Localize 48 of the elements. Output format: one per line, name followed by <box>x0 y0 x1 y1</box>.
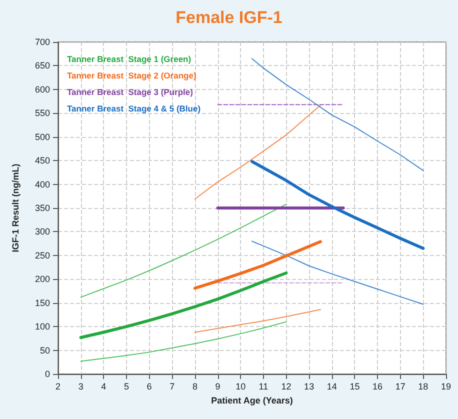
x-tick-label: 10 <box>236 382 246 392</box>
x-tick-label: 3 <box>78 382 84 392</box>
y-tick-label: 350 <box>34 203 50 213</box>
y-tick-label: 600 <box>34 84 50 94</box>
y-tick-label: 650 <box>34 60 50 71</box>
x-tick-label: 9 <box>215 382 220 392</box>
line-series <box>79 271 288 339</box>
text: Tanner Breast Stage 3 (Purple) <box>67 87 194 97</box>
x-tick-label: 4 <box>101 382 106 392</box>
x-axis-title: Patient Age (Years) <box>211 396 293 406</box>
x-tick-label: 6 <box>146 382 152 392</box>
y-tick-label: 100 <box>34 322 50 332</box>
y-tick-label: 700 <box>34 37 50 47</box>
x-tick-label: 13 <box>304 382 314 392</box>
x-tick-label: 18 <box>418 382 428 392</box>
text: Tanner Breast Stage 1 (Green) <box>67 54 192 64</box>
y-tick-label: 400 <box>34 179 50 190</box>
x-tick-label: 11 <box>258 382 268 392</box>
line-series <box>80 321 287 362</box>
x-tick-label: 17 <box>395 382 406 392</box>
x-tick-label: 5 <box>124 382 129 392</box>
chart-title: Female IGF-1 <box>176 8 282 27</box>
y-axis-title: IGF-1 Result (ng/mL) <box>10 164 20 252</box>
x-tick-label: 19 <box>440 382 452 392</box>
y-tick-label: 50 <box>40 345 50 356</box>
y-tick-label: 0 <box>44 369 50 379</box>
y-tick-label: 500 <box>34 132 50 142</box>
line-series <box>80 204 287 298</box>
line-series <box>252 240 424 305</box>
y-tick-label: 550 <box>34 108 50 118</box>
x-tick-label: 7 <box>170 382 175 392</box>
x-tick-label: 8 <box>192 382 198 392</box>
y-tick-label: 450 <box>34 156 50 166</box>
x-tick-label: 15 <box>350 382 360 392</box>
text: Tanner Breast Stage 4 & 5 (Blue) <box>67 104 201 114</box>
x-tick-label: 12 <box>281 382 292 392</box>
line-series <box>250 160 425 250</box>
y-tick-label: 200 <box>34 274 50 284</box>
x-tick-label: 14 <box>326 382 337 392</box>
x-tick-label: 2 <box>55 382 61 392</box>
y-tick-label: 300 <box>34 226 50 237</box>
text: Tanner Breast Stage 2 (Orange) <box>67 70 196 80</box>
line-series <box>252 58 424 172</box>
line-series <box>193 240 322 290</box>
y-tick-label: 250 <box>34 250 50 260</box>
x-tick-label: 16 <box>372 382 383 392</box>
line-series <box>194 308 321 333</box>
y-tick-label: 150 <box>34 298 50 308</box>
